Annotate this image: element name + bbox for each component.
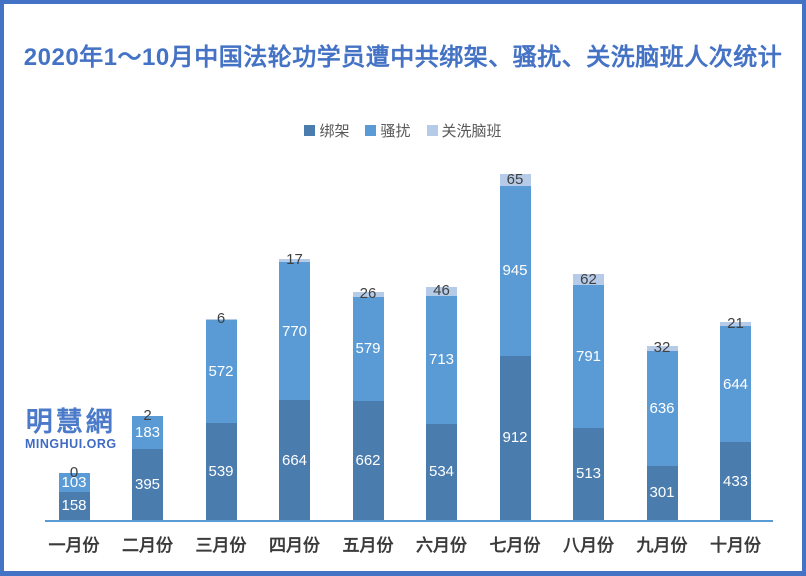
bar-segment-brainwashing: [573, 274, 604, 286]
segment-value-label: 912: [502, 429, 528, 447]
segment-value-label: 158: [61, 497, 87, 515]
segment-value-label: 534: [428, 463, 455, 481]
segment-value-label: 662: [355, 451, 381, 469]
segment-value-label: 713: [428, 351, 455, 369]
bar-group-5: 662 579: [352, 291, 384, 520]
segment-value-label: 183: [134, 423, 161, 441]
segment-value-label: 433: [722, 472, 749, 490]
bar-group-10: 433 644: [720, 322, 751, 520]
topmost-value-label: 65: [506, 170, 524, 188]
topmost-value-label: 0: [69, 464, 79, 482]
bar-segment-abduction: 301: [646, 465, 678, 520]
segment-value-label: 636: [649, 400, 675, 418]
bar-segment-harassment: 945: [499, 185, 531, 356]
bar-segment-harassment: 579: [352, 296, 384, 401]
bar-segment-harassment: 636: [646, 351, 678, 466]
bar-segment-abduction: 433: [720, 442, 751, 520]
segment-value-label: 103: [61, 473, 87, 491]
bar-segment-harassment: 770: [279, 261, 310, 401]
topmost-value-label: 32: [653, 339, 671, 357]
bar-segment-brainwashing: [352, 291, 384, 297]
bar-segment-harassment: 791: [573, 285, 604, 428]
topmost-value-label: 17: [286, 251, 303, 269]
page-title: 2020年1～10月中国法轮功学员遭中共绑架、骚扰、关洗脑班人次统计: [23, 44, 783, 71]
bar-segment-abduction: 539: [205, 422, 237, 520]
segment-value-label: 513: [575, 465, 602, 483]
legend-item-brainwashing: 关洗脑班: [426, 120, 502, 141]
bar-segment-brainwashing: [426, 287, 457, 296]
bar-segment-abduction: 912: [499, 355, 531, 520]
segment-value-label: 644: [722, 375, 749, 393]
month-label: 九月份: [636, 536, 688, 555]
legend-swatch-brainwashing: [426, 125, 438, 136]
segment-value-label: 579: [355, 340, 381, 358]
month-label: 五月份: [342, 536, 394, 555]
legend-swatch-abduction: [304, 125, 316, 136]
minghui-watermark: 明慧網 MINGHUI.ORG: [25, 407, 117, 451]
bar-group-9: 301 636: [646, 345, 678, 520]
bar-segment-harassment: 572: [205, 320, 237, 423]
topmost-value-label: 62: [580, 270, 597, 288]
bar-group-2: 395 183: [132, 415, 163, 520]
bar-segment-harassment: 103: [58, 473, 90, 492]
legend-label: 绑架: [319, 123, 350, 140]
bar-segment-brainwashing: [720, 322, 751, 327]
bar-segment-abduction: 158: [58, 491, 90, 520]
segment-value-label: 301: [649, 484, 675, 502]
segment-value-label: 539: [208, 462, 234, 480]
chart-area: 158 103 0 一月份 395 183 2 二月份 539 572 6 三月份 664 770 17 四月…: [4, 4, 802, 571]
bar-segment-brainwashing: [279, 258, 310, 262]
chart-legend: 绑架 骚扰 关洗脑班: [4, 120, 802, 141]
legend-label: 骚扰: [380, 123, 411, 140]
bar-group-4: 664 770: [279, 258, 310, 520]
month-label: 六月份: [416, 536, 467, 555]
bar-segment-abduction: 664: [279, 400, 310, 520]
bar-segment-abduction: 662: [352, 400, 384, 520]
x-axis-line: [45, 520, 773, 522]
bar-segment-abduction: 513: [573, 427, 604, 520]
bar-segment-harassment: 644: [720, 326, 751, 443]
segment-value-label: 664: [281, 451, 308, 469]
watermark-site-name: 明慧網: [25, 407, 116, 437]
month-label: 二月份: [122, 536, 173, 555]
month-label: 三月份: [195, 536, 247, 555]
bar-segment-harassment: 183: [132, 415, 163, 449]
topmost-value-label: 26: [359, 285, 377, 303]
bar-group-1: 158 103: [58, 473, 90, 520]
topmost-value-label: 46: [433, 282, 450, 300]
bar-segment-brainwashing: [499, 174, 531, 186]
segment-value-label: 770: [281, 322, 308, 340]
month-label: 一月份: [48, 536, 100, 555]
topmost-value-label: 21: [727, 315, 744, 333]
bar-segment-brainwashing: [205, 318, 237, 321]
watermark-site-url: MINGHUI.ORG: [25, 437, 117, 451]
bar-group-7: 912 945: [499, 174, 531, 520]
segment-value-label: 791: [575, 347, 602, 365]
legend-swatch-harassment: [365, 125, 377, 136]
bar-group-8: 513 791: [573, 274, 604, 520]
topmost-value-label: 2: [143, 406, 152, 424]
segment-value-label: 395: [134, 475, 161, 493]
month-label: 七月份: [489, 536, 541, 555]
month-label: 四月份: [269, 536, 320, 555]
month-label: 八月份: [563, 536, 614, 555]
bar-segment-brainwashing: [646, 345, 678, 352]
bar-segment-abduction: 534: [426, 423, 457, 520]
legend-item-abduction: 绑架: [304, 120, 349, 141]
bar-segment-harassment: 713: [426, 295, 457, 424]
bar-group-3: 539 572: [205, 318, 237, 520]
legend-label: 关洗脑班: [441, 123, 502, 140]
segment-value-label: 945: [502, 262, 528, 280]
topmost-value-label: 6: [216, 310, 226, 328]
legend-item-harassment: 骚扰: [365, 120, 411, 141]
segment-value-label: 572: [208, 363, 234, 380]
bar-segment-abduction: 395: [132, 448, 163, 520]
month-label: 十月份: [710, 536, 761, 555]
bar-group-6: 534 713: [426, 287, 457, 520]
